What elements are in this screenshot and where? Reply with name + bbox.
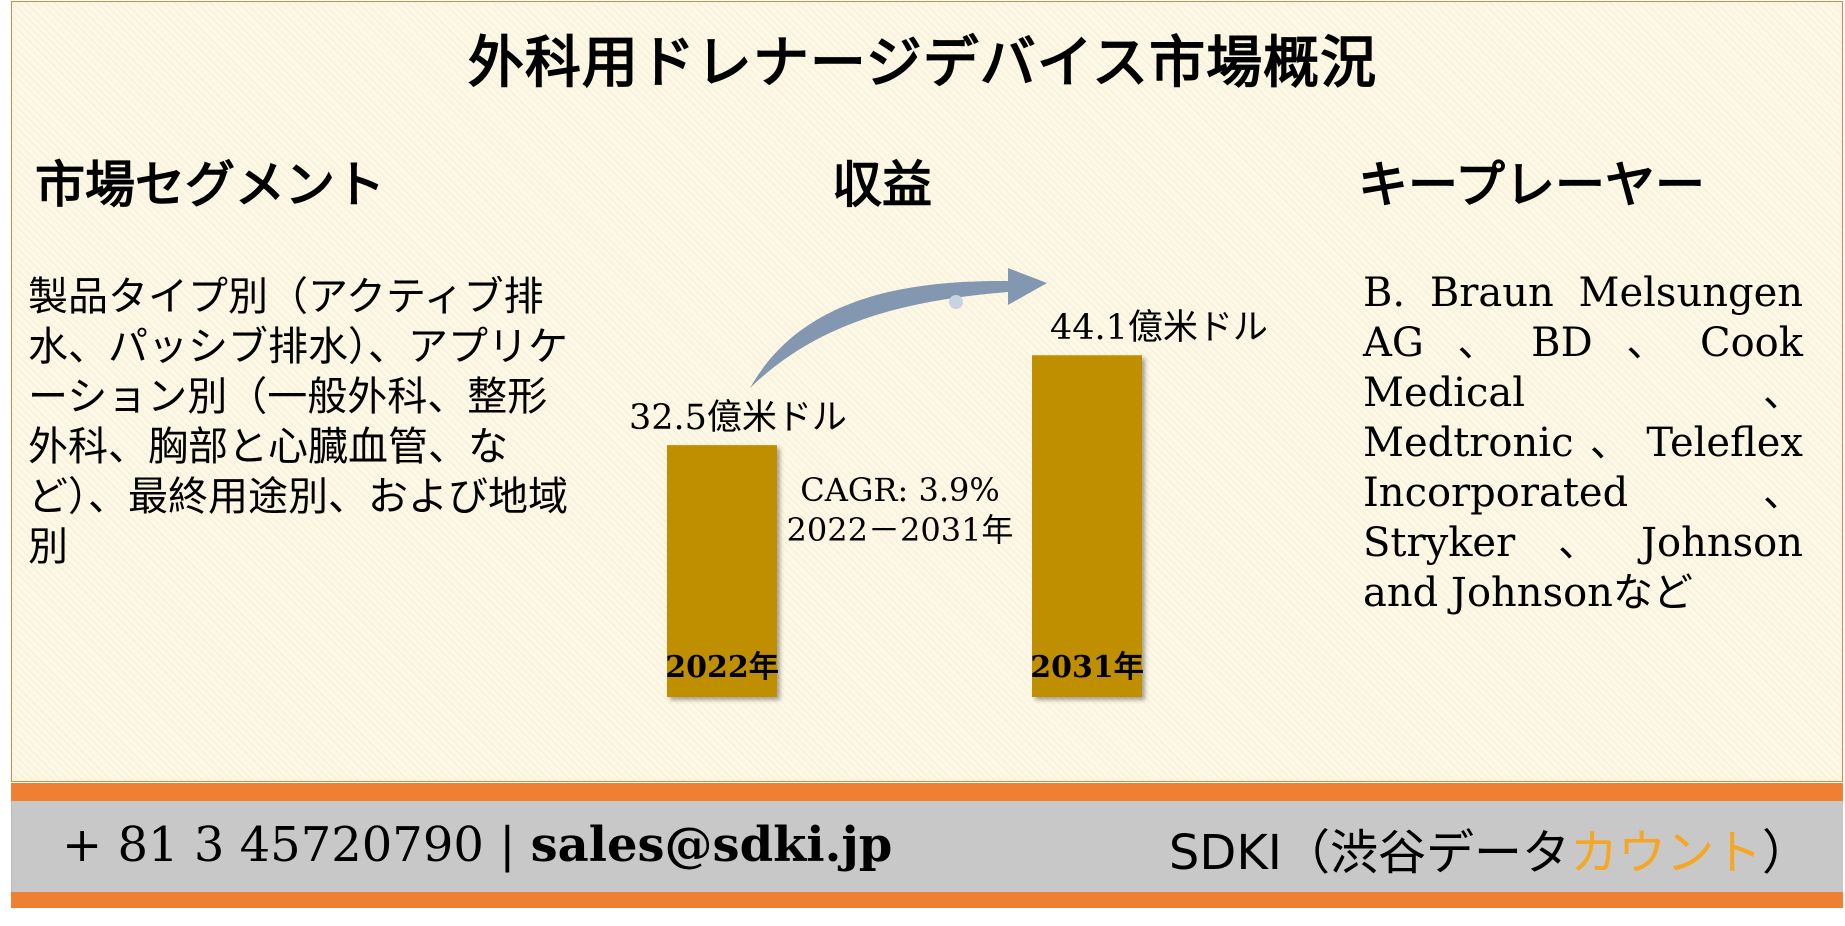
revenue-chart: 2022年 32.5億米ドル 2031年 44.1億米ドル (629, 268, 1268, 697)
contact-info: + 81 3 45720790 | sales@sdki.jp (62, 817, 892, 873)
cagr-label: CAGR: 3.9% (800, 471, 1000, 509)
footer-bar (11, 801, 1843, 892)
bar-value-label-0: 32.5億米ドル (629, 398, 847, 438)
cagr-period: 2022－2031年 (786, 511, 1014, 549)
growth-arrow (750, 268, 1047, 388)
bar-value-label-1: 44.1億米ドル (1050, 308, 1268, 348)
footer-top-band (11, 783, 1843, 801)
segments-text: 製品タイプ別（アクティブ排水、パッシブ排水）、アプリケーション別（一般外科、整形… (28, 274, 568, 570)
key-players-heading: キープレーヤー (1358, 155, 1705, 214)
footer-bottom-band (11, 892, 1843, 908)
page-title: 外科用ドレナージデバイス市場概況 (467, 30, 1378, 96)
bar-category-label-0: 2022年 (665, 650, 779, 685)
revenue-heading: 収益 (832, 155, 932, 214)
phone-number: + 81 3 45720790 (62, 817, 484, 873)
brand-main: SDKI（渋谷データ (1168, 825, 1570, 881)
brand-end: ） (1761, 825, 1810, 881)
segments-heading: 市場セグメント (35, 155, 385, 214)
revenue-bar-1 (1032, 355, 1142, 697)
brand-name: SDKI（渋谷データカウント） (1169, 813, 1810, 883)
bar-category-label-1: 2031年 (1030, 650, 1144, 685)
key-players-text: B. Braun Melsungen AG、BD、Cook Medical、Me… (1363, 270, 1803, 616)
email-address: sales@sdki.jp (530, 817, 893, 873)
contact-separator: | (499, 817, 516, 873)
overview-panel (11, 1, 1843, 782)
brand-accent: カウント (1569, 825, 1762, 881)
cagr-block: CAGR: 3.9% 2022－2031年 (780, 470, 1020, 550)
revenue-bar-0 (667, 445, 777, 697)
arrow-dot (949, 295, 963, 309)
